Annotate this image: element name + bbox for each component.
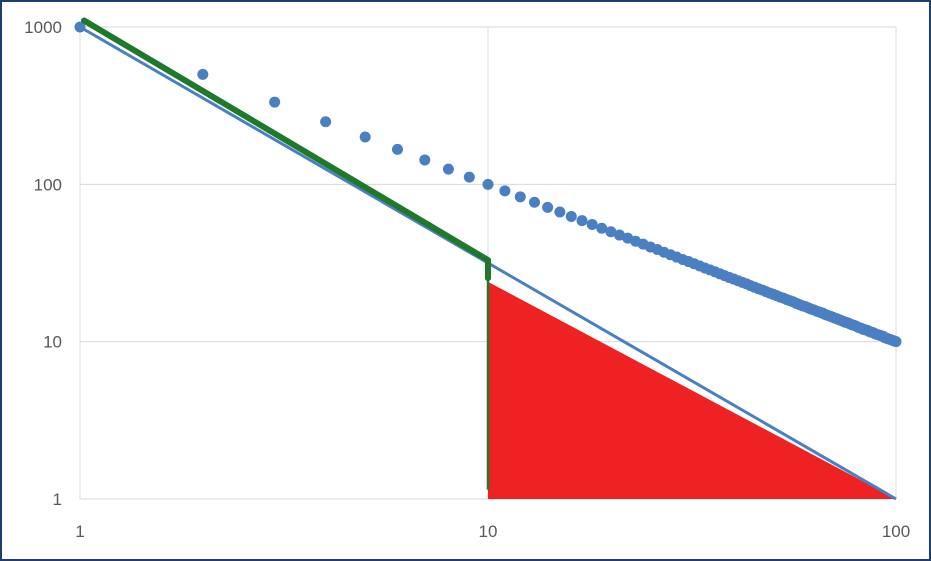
data-point [576, 215, 588, 227]
y-axis-ticks: 1 10 100 1000 [24, 18, 62, 509]
data-point [482, 178, 494, 190]
x-axis-ticks: 1 10 100 [75, 522, 910, 541]
y-tick-label: 1000 [24, 18, 62, 37]
data-point [419, 154, 431, 166]
data-point [197, 68, 209, 80]
data-point [359, 131, 371, 143]
data-point [586, 218, 598, 230]
data-point [463, 171, 475, 183]
data-point [613, 229, 625, 241]
x-tick-label: 1 [75, 522, 84, 541]
x-tick-label: 10 [479, 522, 498, 541]
data-point [269, 96, 281, 108]
y-tick-label: 10 [43, 333, 62, 352]
overlay-line-group [81, 17, 491, 490]
data-point [565, 210, 577, 222]
data-point [514, 191, 526, 203]
shaded-region [488, 281, 896, 499]
scatter-points [74, 21, 902, 348]
data-point [554, 206, 566, 218]
data-point [890, 336, 902, 348]
data-point [499, 185, 511, 197]
data-point [320, 116, 332, 128]
data-point [442, 163, 454, 175]
y-tick-label: 1 [53, 490, 62, 509]
y-tick-label: 100 [34, 175, 62, 194]
red-triangle-area [488, 281, 896, 499]
x-tick-label: 100 [882, 522, 910, 541]
data-point [74, 21, 86, 33]
data-point [391, 143, 403, 155]
data-point [605, 226, 617, 238]
data-point [542, 201, 554, 213]
overlay-line-segment [81, 17, 491, 264]
data-point [528, 196, 540, 208]
data-point [596, 222, 608, 234]
